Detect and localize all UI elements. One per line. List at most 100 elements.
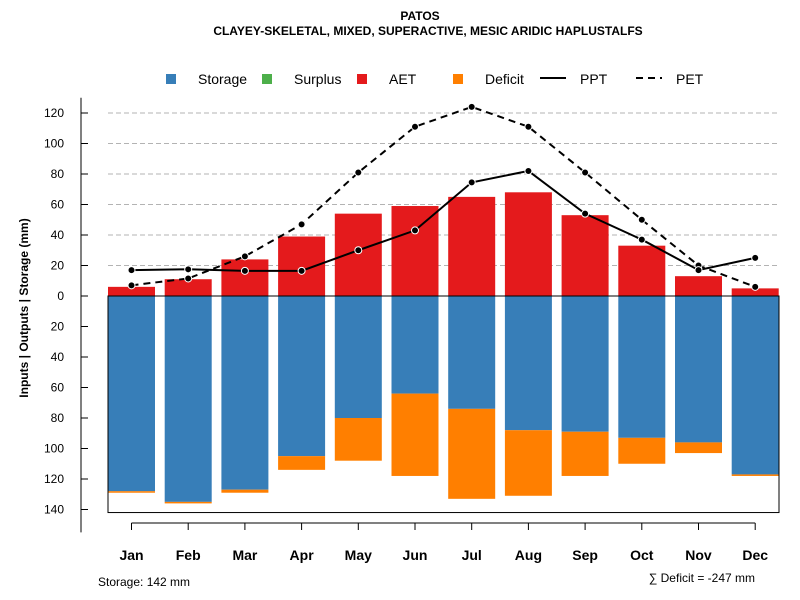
bar-aet-mar — [221, 259, 269, 296]
point-ppt-may — [354, 246, 363, 255]
x-tick-label-aug: Aug — [515, 547, 542, 563]
y-tick-label: 20 — [51, 320, 65, 334]
legend-label-deficit: Deficit — [485, 71, 524, 87]
point-ppt-apr — [297, 266, 306, 275]
x-tick-label-dec: Dec — [742, 547, 768, 563]
point-pet-aug — [524, 122, 533, 131]
bar-deficit-jul — [448, 408, 496, 499]
point-ppt-dec — [751, 253, 760, 262]
y-tick-label: 80 — [51, 411, 65, 425]
bar-storage-jan — [108, 296, 155, 492]
line-ppt — [131, 169, 756, 272]
bar-deficit-sep — [561, 431, 609, 476]
bar-deficit-apr — [278, 456, 326, 470]
y-tick-label: 0 — [57, 289, 64, 303]
bar-storage-may — [334, 296, 382, 418]
point-ppt-jul — [467, 178, 476, 187]
bar-aet-dec — [731, 288, 779, 296]
y-axis-label: Inputs | Outputs | Storage (mm) — [17, 218, 31, 397]
bar-deficit-oct — [618, 437, 666, 464]
bar-deficit-jan — [108, 491, 155, 493]
chart-subtitle: CLAYEY-SKELETAL, MIXED, SUPERACTIVE, MES… — [213, 24, 642, 38]
point-pet-oct — [637, 215, 646, 224]
legend-swatch-storage — [166, 74, 176, 84]
axes: 120 100 80 60 40 20 0 20 40 60 80 100 120 140 Jan Feb Ma… — [44, 97, 780, 563]
point-pet-dec — [751, 282, 760, 291]
bar-storage-aug — [504, 296, 552, 431]
bar-storage-nov — [675, 296, 722, 443]
legend-swatch-aet — [357, 74, 367, 84]
legend-label-aet: AET — [389, 71, 417, 87]
point-ppt-nov — [694, 266, 703, 275]
y-tick-label: 100 — [44, 442, 64, 456]
legend: Storage Surplus AET Deficit PPT PET — [166, 71, 704, 87]
bar-aet-sep — [561, 215, 609, 296]
bars — [108, 192, 779, 504]
bar-deficit-feb — [164, 501, 212, 504]
y-tick-label: 40 — [51, 350, 65, 364]
y-tick-label: 120 — [44, 472, 64, 486]
bar-aet-jul — [448, 196, 496, 296]
x-tick-label-nov: Nov — [685, 547, 712, 563]
bar-deficit-mar — [221, 489, 269, 493]
bar-storage-oct — [618, 296, 666, 438]
bar-aet-feb — [164, 279, 212, 296]
point-ppt-aug — [524, 166, 533, 175]
legend-label-surplus: Surplus — [294, 71, 341, 87]
bar-deficit-dec — [731, 474, 779, 476]
point-ppt-sep — [581, 209, 590, 218]
bar-aet-jun — [391, 206, 439, 296]
y-tick-label: 100 — [44, 137, 64, 151]
bar-deficit-jun — [391, 393, 439, 476]
bar-storage-sep — [561, 296, 609, 432]
point-ppt-jun — [411, 226, 419, 235]
bar-aet-may — [334, 213, 382, 296]
bar-aet-aug — [504, 192, 552, 296]
point-pet-mar — [240, 252, 249, 261]
point-pet-feb — [184, 274, 193, 283]
y-tick-label: 20 — [51, 259, 65, 273]
point-ppt-mar — [240, 266, 249, 275]
x-tick-label-jan: Jan — [119, 547, 143, 563]
legend-label-ppt: PPT — [580, 71, 608, 87]
legend-label-storage: Storage — [198, 71, 247, 87]
bar-aet-oct — [618, 245, 666, 296]
x-tick-label-jun: Jun — [403, 547, 428, 563]
legend-swatch-deficit — [453, 74, 463, 84]
bar-aet-jan — [108, 286, 155, 296]
legend-label-pet: PET — [676, 71, 704, 87]
point-pet-may — [354, 168, 363, 177]
point-pet-jan — [127, 281, 136, 290]
bar-deficit-aug — [504, 430, 552, 496]
x-tick-label-may: May — [345, 547, 372, 563]
storage-note: Storage: 142 mm — [98, 575, 190, 589]
point-pet-sep — [581, 168, 590, 177]
y-tick-label: 80 — [51, 167, 65, 181]
y-tick-label: 120 — [44, 106, 64, 120]
series-lines — [127, 102, 760, 291]
point-ppt-oct — [637, 235, 646, 244]
legend-swatch-surplus — [262, 74, 272, 84]
bar-aet-apr — [278, 236, 326, 296]
y-tick-label: 40 — [51, 228, 65, 242]
line-pet — [131, 105, 756, 288]
y-tick-label: 60 — [51, 198, 65, 212]
bar-storage-feb — [164, 296, 212, 502]
bar-storage-jul — [448, 296, 496, 409]
bar-deficit-may — [334, 418, 382, 461]
bar-storage-dec — [731, 296, 779, 475]
x-tick-label-jul: Jul — [462, 547, 482, 563]
bar-storage-mar — [221, 296, 269, 490]
x-tick-label-apr: Apr — [290, 547, 315, 563]
point-ppt-jan — [127, 266, 136, 275]
bar-storage-apr — [278, 296, 326, 457]
bar-storage-jun — [391, 296, 439, 394]
x-tick-label-sep: Sep — [572, 547, 598, 563]
bar-aet-nov — [675, 276, 722, 296]
x-tick-label-mar: Mar — [232, 547, 257, 563]
chart-title: PATOS — [400, 9, 439, 23]
point-pet-jul — [467, 102, 476, 111]
x-tick-label-feb: Feb — [176, 547, 201, 563]
y-tick-label: 60 — [51, 381, 65, 395]
